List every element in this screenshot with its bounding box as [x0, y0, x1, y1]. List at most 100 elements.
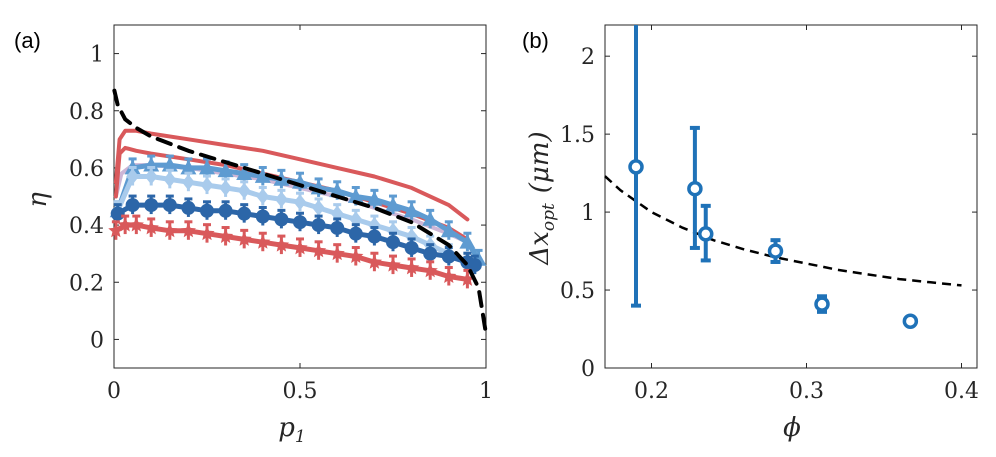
dark-blue-circles-point — [144, 198, 159, 213]
red-stars-point — [162, 222, 178, 238]
x-tick-label: 1 — [479, 379, 493, 404]
dark-blue-circles-point — [181, 200, 196, 215]
red-stars-point — [310, 242, 327, 258]
red-stars-point — [422, 262, 438, 278]
panel-b-ylabel-units: (μm) — [525, 131, 555, 193]
dark-blue-circles-point — [125, 198, 140, 213]
dark-blue-circles-point — [467, 258, 482, 273]
mid-blue-triangles-point — [180, 159, 197, 175]
red-stars-point — [348, 248, 364, 263]
light-blue-diamonds-point — [386, 222, 400, 239]
panel-b-axes-box — [604, 24, 978, 369]
light-blue-diamonds-point — [163, 171, 177, 188]
dark-blue-circles-point — [293, 215, 307, 230]
light-blue-diamonds-point — [200, 177, 214, 194]
light-blue-diamonds-point — [144, 168, 158, 185]
red-stars-point — [403, 259, 420, 275]
y-tick-label: 0 — [90, 328, 104, 353]
mid-blue-triangles-point — [366, 191, 383, 206]
panel-a-label: (a) — [14, 28, 41, 53]
data-point — [902, 313, 919, 329]
red-stars-point — [273, 237, 290, 252]
mid-blue-triangles-point — [217, 162, 234, 178]
light-blue-diamonds-point — [182, 174, 195, 191]
light-blue-diamonds-point — [275, 191, 288, 208]
y-tick-label: 0.4 — [69, 214, 104, 239]
y-tick-label: 1 — [90, 43, 104, 68]
dark-blue-circles-point — [404, 240, 419, 255]
panel-a-xlabel: p1 — [278, 413, 305, 447]
mid-blue-triangles-point — [199, 159, 215, 175]
panel-b-ylabel-sub: opt — [539, 203, 559, 231]
red-stars-point — [329, 245, 345, 261]
dark-blue-circles-point — [274, 212, 289, 227]
panel-a-ylabel: η — [23, 192, 53, 208]
red-stars-point — [117, 217, 133, 232]
red-stars-point — [128, 217, 144, 232]
light-blue-diamonds-point — [219, 179, 232, 196]
red-stars-point — [199, 225, 215, 241]
red-stars-point — [180, 222, 197, 238]
mid-blue-triangles-point — [161, 157, 178, 172]
y-tick-label: 0.6 — [69, 157, 104, 182]
red-stars-point — [108, 222, 124, 238]
mid-blue-triangles-point — [254, 168, 271, 183]
fit-curve — [604, 175, 962, 287]
light-blue-diamonds-point — [126, 168, 139, 185]
panel-b-series — [604, 25, 962, 329]
dark-blue-circles-point — [386, 235, 400, 250]
panel-a-xlabel-main: p — [278, 413, 295, 443]
x-tick-label: 0.2 — [634, 379, 669, 404]
dark-blue-circles-point — [110, 206, 125, 221]
light-blue-diamonds-point — [293, 194, 307, 211]
x-tick-label: 0.4 — [944, 379, 979, 404]
mid-blue-triangles-point — [236, 165, 253, 181]
dark-blue-circles-point — [255, 209, 270, 224]
panel-b-xlabel: ϕ — [783, 413, 801, 443]
light-blue-diamonds-point — [256, 188, 270, 205]
panel-b-ylabel: Δxopt (μm) — [525, 131, 559, 265]
panel-a-series — [108, 88, 488, 336]
red-stars-point — [217, 228, 234, 243]
x-tick-label: 0.3 — [789, 379, 824, 404]
panel-b-ticks: 0.2 0.3 0.4 0 0.5 1 1.5 2 — [560, 25, 979, 404]
dark-blue-circles-point — [441, 249, 456, 264]
data-point — [698, 226, 714, 242]
data-point — [687, 180, 703, 197]
y-tick-label: 0 — [581, 357, 595, 382]
data-point — [814, 296, 830, 312]
mid-blue-triangles-point — [403, 202, 420, 218]
y-tick-label: 2 — [581, 45, 595, 70]
dark-blue-circles-point — [237, 206, 252, 221]
red-stars-point — [459, 271, 476, 286]
y-tick-label: 0.5 — [560, 279, 595, 304]
red-stars-point — [441, 268, 457, 284]
dark-blue-circles-point — [311, 218, 326, 233]
red-stars-point — [255, 234, 271, 249]
dark-blue-circles-point — [200, 203, 214, 218]
y-tick-label: 1.5 — [560, 123, 595, 148]
x-tick-label: 0.5 — [283, 379, 318, 404]
dark-blue-circles-point — [348, 226, 363, 241]
mid-blue-triangles-point — [440, 222, 457, 238]
panel-a-xlabel-sub: 1 — [295, 427, 306, 447]
y-tick-label: 1 — [581, 201, 595, 226]
x-tick-label: 0 — [107, 379, 121, 404]
light-blue-diamonds-point — [237, 182, 251, 199]
dark-blue-circles-point — [162, 198, 177, 213]
panel-b: (b) 0.2 0.3 0.4 0 0.5 1 1.5 2 Δxopt (μm) ϕ — [522, 24, 979, 443]
data-point — [767, 243, 784, 259]
light-blue-diamonds-point — [312, 199, 325, 216]
red-stars-point — [236, 231, 252, 246]
mid-blue-triangles-point — [347, 188, 364, 203]
red-stars-point — [385, 257, 401, 272]
y-tick-label: 0.2 — [69, 271, 104, 296]
red-stars-point — [366, 254, 383, 269]
theory-dashed-line — [112, 88, 488, 336]
mid-blue-triangles-point — [385, 197, 401, 212]
light-blue-diamonds-point — [405, 228, 418, 245]
panel-b-label: (b) — [522, 28, 549, 53]
mid-blue-triangles-point — [422, 211, 439, 226]
red-stars-point — [292, 239, 308, 255]
panel-b-ylabel-main: Δx — [525, 231, 555, 266]
